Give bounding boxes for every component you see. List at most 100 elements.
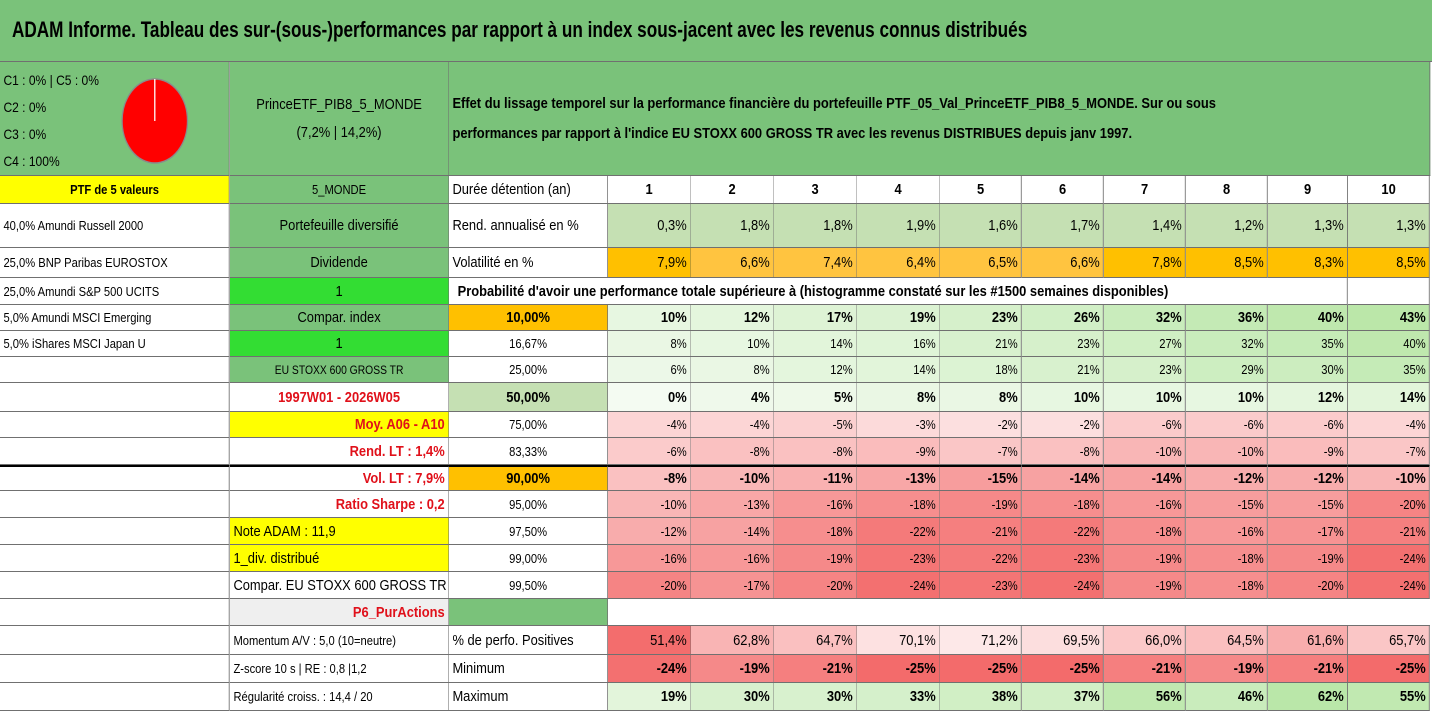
quantile-value: -23%: [857, 545, 940, 572]
quantile-value: 10%: [691, 331, 774, 357]
year-header: 7: [1104, 176, 1186, 204]
allocation-line: C4 : 100%: [3, 153, 60, 169]
year-header: 10: [1348, 176, 1430, 204]
empty-cell: [0, 655, 230, 683]
minimum-value: -21%: [1104, 655, 1186, 683]
quantile-value: -17%: [691, 572, 774, 599]
quantile-value: -14%: [691, 518, 774, 545]
quantile-value: 30%: [1268, 357, 1348, 383]
volatility-value: 6,6%: [1022, 248, 1104, 278]
positive-share-value: 62,8%: [691, 626, 774, 655]
volatility-value: 6,5%: [940, 248, 1022, 278]
quantile-value: 21%: [940, 331, 1022, 357]
holding-row: 5,0% iShares MSCI Japan U: [0, 331, 230, 357]
empty-cell: [0, 357, 230, 383]
quantile-value: -7%: [940, 438, 1022, 465]
period-range: 1997W01 - 2026W05: [230, 383, 449, 412]
maximum-value: 38%: [940, 683, 1022, 711]
positive-share-label: % de perfo. Positives: [449, 626, 608, 655]
minimum-value: -19%: [1186, 655, 1268, 683]
quantile-value: 6%: [608, 357, 691, 383]
minimum-value: -25%: [1348, 655, 1430, 683]
volatility-value: 7,4%: [774, 248, 857, 278]
quantile-value: -4%: [691, 412, 774, 438]
allocation-line: C3 : 0%: [3, 126, 47, 142]
report-title: ADAM Informe. Tableau des sur-(sous-)per…: [12, 17, 1028, 42]
probability-title: Probabilité d'avoir une performance tota…: [449, 278, 1348, 305]
quantile-value: -20%: [608, 572, 691, 599]
allocation-pie-icon: [121, 78, 189, 164]
positive-share-value: 51,4%: [608, 626, 691, 655]
portfolio-code: 5_MONDE: [230, 176, 449, 204]
maximum-value: 30%: [774, 683, 857, 711]
quantile-value: -9%: [1268, 438, 1348, 465]
annualized-return: 1,3%: [1348, 204, 1430, 248]
year-header: 5: [940, 176, 1022, 204]
quantile-value: 12%: [691, 305, 774, 331]
volatility-value: 8,5%: [1186, 248, 1268, 278]
minimum-value: -25%: [857, 655, 940, 683]
positive-share-value: 64,7%: [774, 626, 857, 655]
quantile-value: -17%: [1268, 518, 1348, 545]
quantile-value: 40%: [1348, 331, 1430, 357]
quantile-value: 32%: [1104, 305, 1186, 331]
dividend-value[interactable]: 1: [230, 278, 449, 305]
quantile-value: 43%: [1348, 305, 1430, 331]
quantile-value: -10%: [1348, 465, 1430, 491]
quantile-value: 10%: [1104, 383, 1186, 412]
quantile-value: -5%: [774, 412, 857, 438]
quantile-value: -18%: [1186, 572, 1268, 599]
maximum-value: 46%: [1186, 683, 1268, 711]
empty-cell: [0, 518, 230, 545]
minimum-value: -25%: [1022, 655, 1104, 683]
quantile-value: 16%: [857, 331, 940, 357]
quantile-value: -4%: [608, 412, 691, 438]
quantile-value: -20%: [774, 572, 857, 599]
quantile-value: -16%: [608, 545, 691, 572]
quantile-value: 40%: [1268, 305, 1348, 331]
positive-share-value: 71,2%: [940, 626, 1022, 655]
maximum-value: 55%: [1348, 683, 1430, 711]
return-label: Rend. annualisé en %: [449, 204, 608, 248]
maximum-value: 37%: [1022, 683, 1104, 711]
maximum-value: 30%: [691, 683, 774, 711]
year-header: 9: [1268, 176, 1348, 204]
quantile-value: -24%: [1348, 572, 1430, 599]
annualized-return: 1,9%: [857, 204, 940, 248]
empty-cell: [0, 438, 230, 465]
empty-cell: [0, 572, 230, 599]
compar-index-value[interactable]: 1: [230, 331, 449, 357]
annualized-return: 1,3%: [1268, 204, 1348, 248]
category-label: P6_PurActions: [230, 599, 449, 626]
long-term-return: Rend. LT : 1,4%: [230, 438, 449, 465]
volatility-value: 6,6%: [691, 248, 774, 278]
quantile-value: -2%: [940, 412, 1022, 438]
maximum-value: 56%: [1104, 683, 1186, 711]
quantile-value: -20%: [1348, 491, 1430, 518]
quantile-value: -8%: [691, 438, 774, 465]
title-bar: ADAM Informe. Tableau des sur-(sous-)per…: [0, 0, 1432, 62]
quantile-value: -24%: [857, 572, 940, 599]
quantile-value: -16%: [1186, 518, 1268, 545]
quantile-value: -23%: [940, 572, 1022, 599]
quantile-value: 10%: [1186, 383, 1268, 412]
minimum-value: -21%: [1268, 655, 1348, 683]
quantile-value: 4%: [691, 383, 774, 412]
portfolio-type: Portefeuille diversifié: [230, 204, 449, 248]
year-header: 8: [1186, 176, 1268, 204]
maximum-value: 33%: [857, 683, 940, 711]
quantile-value: -18%: [1022, 491, 1104, 518]
quantile-value: -10%: [1186, 438, 1268, 465]
empty-cell: [0, 683, 230, 711]
quantile-label: 75,00%: [449, 412, 608, 438]
positive-share-value: 65,7%: [1348, 626, 1430, 655]
quantile-value: -14%: [1104, 465, 1186, 491]
duration-label: Durée détention (an): [449, 176, 608, 204]
holding-row: 5,0% Amundi MSCI Emerging: [0, 305, 230, 331]
positive-share-value: 66,0%: [1104, 626, 1186, 655]
quantile-value: 14%: [774, 331, 857, 357]
quantile-value: -22%: [940, 545, 1022, 572]
quantile-label: 97,50%: [449, 518, 608, 545]
quantile-value: -12%: [1268, 465, 1348, 491]
blank-area: [608, 599, 1430, 626]
